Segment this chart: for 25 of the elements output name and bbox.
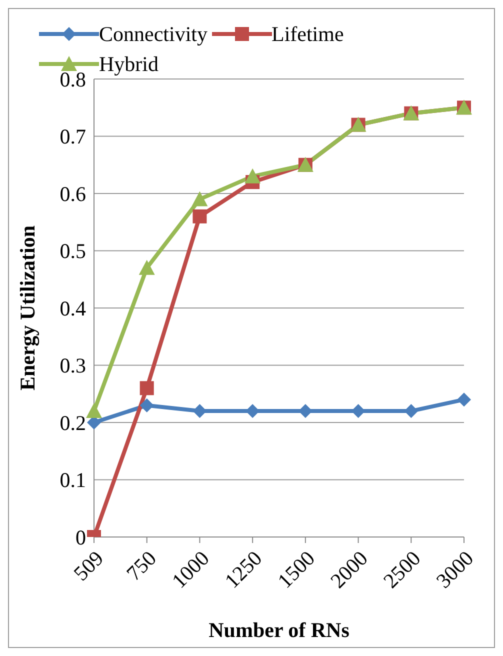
x-tick-label: 750	[122, 546, 161, 586]
point	[140, 398, 154, 412]
point	[140, 381, 154, 396]
y-tick-label: 0.5	[60, 239, 86, 264]
point	[192, 209, 207, 224]
point	[351, 404, 366, 418]
legend-label: Hybrid	[99, 52, 158, 76]
y-tick-label: 0.2	[60, 410, 86, 435]
point	[86, 403, 102, 418]
x-axis-title: Number of RNs	[208, 618, 350, 642]
legend-label: Connectivity	[99, 22, 208, 46]
y-tick-label: 0.1	[60, 468, 86, 492]
point	[244, 168, 261, 184]
point	[138, 260, 155, 275]
point	[457, 392, 471, 407]
y-tick-label: 0.6	[60, 182, 86, 206]
point	[404, 404, 418, 418]
y-tick-label: 0.3	[60, 354, 86, 378]
legend-label: Lifetime	[272, 22, 344, 46]
point	[192, 404, 207, 418]
y-tick-label: 0.8	[60, 67, 86, 92]
point	[192, 191, 208, 206]
y-tick-label: 0.4	[60, 296, 86, 320]
y-tick-label: 0.7	[60, 124, 86, 149]
y-axis-title: Energy Utilization	[15, 225, 40, 391]
